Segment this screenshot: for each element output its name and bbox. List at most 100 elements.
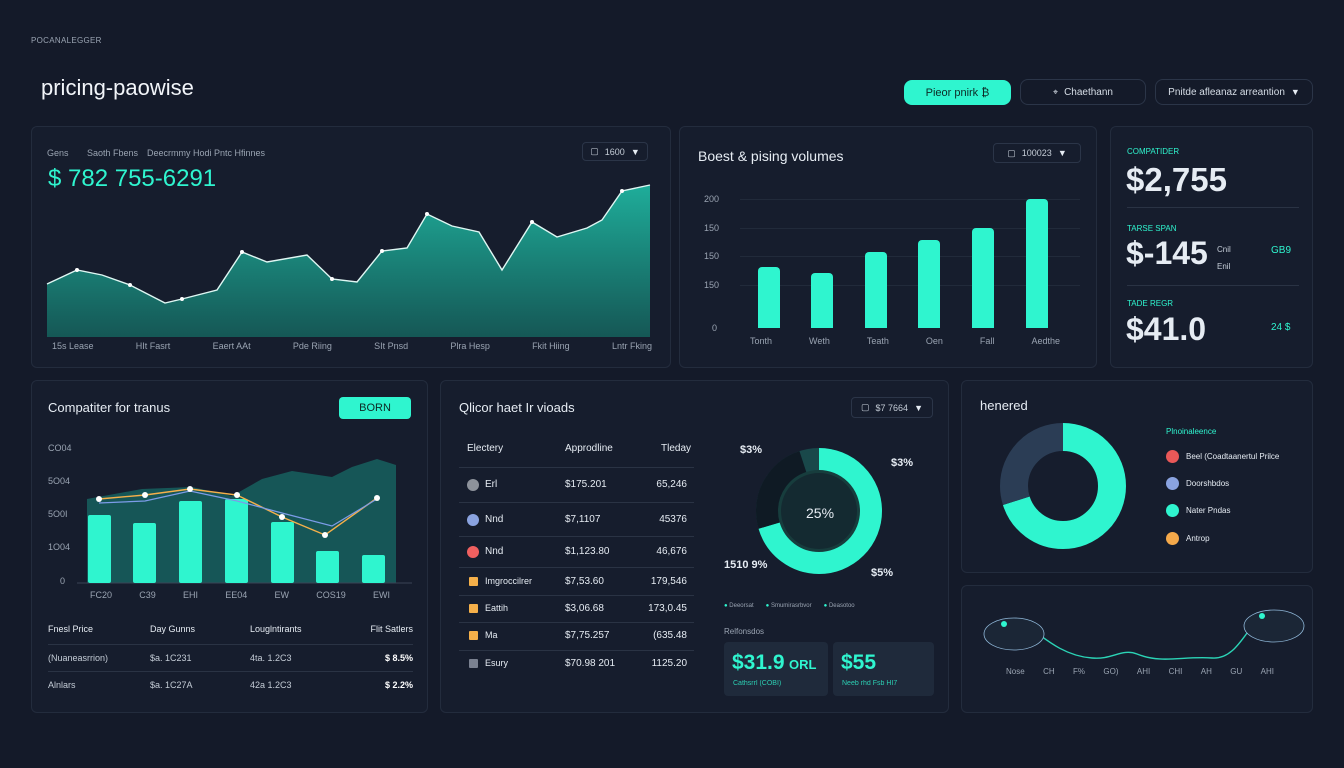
table-row[interactable]: (Nuaneasrrion) $a. 1C231 4ta. 1.2C3 $ 8.…	[48, 653, 413, 669]
metric-card[interactable]: $31.9 ORL Cathsrrl (COBI)	[724, 642, 828, 696]
competitor-point	[142, 492, 148, 498]
row-today: (635.48	[653, 630, 687, 641]
tab-deecrmmy[interactable]: Deecrmmy Hodi Pntc Hfinnes	[147, 148, 266, 158]
donut-hole	[781, 473, 857, 549]
table-row[interactable]: Alnlars $a. 1C27A 42a 1.2C3 $ 2.2%	[48, 680, 413, 696]
table-row[interactable]: Imgroccilrer $7,53.60 179,546	[467, 574, 695, 594]
table-row[interactable]: Ma $7,75.257 (635.48	[467, 628, 695, 648]
volumes-select-label: 100023	[1021, 148, 1052, 158]
table-row[interactable]: Nnd $1,123.80 46,676	[467, 544, 695, 564]
competitor-panel: Compatiter for tranus BORN CO04 5O04 5O0…	[31, 380, 428, 713]
x-tick-label: Fall	[979, 336, 995, 346]
gridline	[740, 285, 1080, 286]
x-tick-label: Pde Riing	[292, 341, 332, 351]
competitor-point	[279, 514, 285, 520]
divider	[459, 502, 694, 503]
metric-card-unit: ORL	[789, 657, 817, 672]
competitor-x-axis: FC20 C39 EHI EE04 EW COS19 EWI	[90, 590, 390, 600]
x-tick-label: Plra Hesp	[450, 341, 490, 351]
table-cell: Alnlars	[48, 680, 76, 690]
row-today: 45376	[659, 514, 687, 525]
y-tick-label: 0	[60, 576, 66, 586]
table-cell: 42a 1.2C3	[250, 680, 292, 690]
market-table: Electery Approdline Tleday	[467, 443, 691, 461]
chevron-down-icon: ▼	[914, 402, 923, 413]
chevron-down-icon: ▼	[630, 146, 640, 157]
legend-dot	[467, 479, 479, 491]
y-tick-label: 200	[704, 194, 720, 204]
range-select[interactable]: ▢ 1600 ▼	[582, 142, 648, 161]
x-tick-label: EWI	[373, 590, 390, 600]
row-name: Esury	[485, 658, 509, 668]
x-tick-label: Aedthe	[1031, 336, 1060, 346]
x-tick-label: Tonth	[750, 336, 773, 346]
legend-dot	[467, 514, 479, 526]
table-cell: $a. 1C231	[150, 653, 192, 663]
table-row[interactable]: Nnd $7,1107 45376	[467, 512, 695, 532]
volumes-select[interactable]: ▢ 100023 ▼	[993, 143, 1081, 163]
main-price-panel: Gens Saoth Fbens Deecrmmy Hodi Pntc Hfin…	[31, 126, 671, 368]
chevron-down-icon: ▼	[1290, 87, 1300, 97]
competitor-point	[234, 492, 240, 498]
legend-item: Nater Pndas	[1166, 504, 1306, 518]
born-button[interactable]: BORN	[339, 397, 411, 419]
x-tick-label: EE04	[225, 590, 248, 600]
primary-action-button[interactable]: Pieor pnirk ₿	[904, 80, 1011, 105]
main-chart-point	[330, 277, 334, 281]
volume-bar	[918, 240, 940, 328]
x-tick-label: Oen	[925, 336, 943, 346]
x-tick-label: F%	[1073, 667, 1085, 676]
legend-label: Beel (Coadtaanertul Prilce	[1186, 452, 1280, 461]
y-tick-label: 150	[704, 251, 720, 261]
divider	[459, 467, 694, 468]
table-row[interactable]: Erl $175.201 65,246	[467, 477, 695, 497]
tab-saoth-fbens[interactable]: Saoth Fbens	[87, 148, 139, 158]
volumes-x-axis: Tonth Weth Teath Oen Fall Aedthe	[750, 336, 1060, 346]
x-tick-label: CHI	[1168, 667, 1183, 676]
x-tick-label: GO)	[1103, 667, 1119, 676]
market-select[interactable]: ▢ $7 7664 ▼	[851, 397, 933, 418]
table-row[interactable]: Esury $70.98 201 1125.20	[467, 656, 695, 676]
x-tick-label: AHI	[1260, 667, 1274, 676]
row-today: 65,246	[656, 479, 687, 490]
competitor-point	[322, 532, 328, 538]
metric-card-sub: Cathsrrl (COBI)	[733, 680, 782, 687]
gridline	[740, 256, 1080, 257]
honered-donut-chart	[1000, 423, 1126, 549]
y-tick-label: 0	[712, 323, 718, 333]
tab-gens[interactable]: Gens	[47, 148, 69, 158]
header-select[interactable]: Pnitde afleanaz arreantion ▼	[1155, 79, 1313, 105]
x-tick-label: HIt Fasrt	[135, 341, 171, 351]
volume-bar	[811, 273, 833, 328]
competitor-table: Fnesl Price Day Gunns Louglntirants Flit…	[48, 624, 413, 696]
metric-card[interactable]: $55 Neeb rhd Fsb HI7	[833, 642, 934, 696]
competitor-combo-chart	[77, 459, 412, 584]
stat-label: TARSE SPAN	[1127, 224, 1177, 233]
donut-callout: 1510 9%	[724, 559, 768, 571]
donut-legend: ● Deeorsat ● Smumirasrbvor ● Deasotoo	[724, 603, 855, 609]
wave-blob	[1243, 609, 1305, 643]
row-name: Eattih	[485, 603, 509, 613]
secondary-action-label: Chaethann	[1064, 86, 1113, 98]
divider	[459, 536, 694, 537]
table-cell: (Nuaneasrrion)	[48, 653, 109, 663]
column-header: Flit Satlers	[370, 624, 413, 634]
calendar-icon: ▢	[861, 402, 870, 412]
x-tick-label: Nose	[1006, 667, 1025, 676]
table-header: Electery Approdline Tleday	[467, 443, 691, 461]
main-chart-point	[180, 297, 184, 301]
divider	[1127, 285, 1299, 286]
competitor-bar	[362, 555, 385, 583]
table-row[interactable]: Eattih $3,06.68 173,0.45	[467, 601, 695, 621]
table-header: Fnesl Price Day Gunns Louglntirants Flit…	[48, 624, 413, 642]
wave-blob	[983, 617, 1045, 651]
secondary-action-button[interactable]: ⌖ Chaethann	[1020, 79, 1146, 105]
column-header: Day Gunns	[150, 624, 196, 634]
divider	[459, 595, 694, 596]
row-approx: $7,75.257	[565, 630, 610, 641]
donut-segment	[1000, 423, 1126, 549]
row-name: Imgroccilrer	[485, 576, 533, 586]
legend-item: Doorshbdos	[1166, 477, 1306, 491]
legend-item: ● Smumirasrbvor	[765, 603, 812, 609]
row-name: Nnd	[485, 546, 504, 557]
